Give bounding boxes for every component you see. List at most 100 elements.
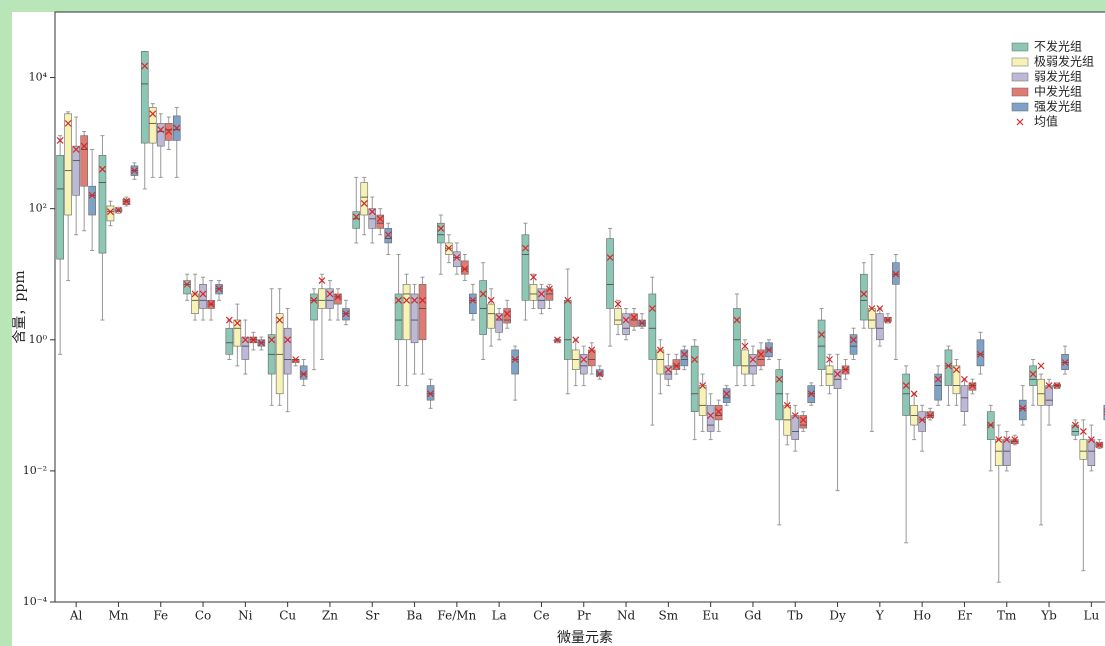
legend-mean-marker (1016, 118, 1024, 126)
mean-marker (453, 254, 461, 261)
box (183, 280, 191, 295)
box (56, 155, 64, 260)
box (976, 339, 985, 367)
mean-marker (953, 366, 960, 374)
box (511, 349, 519, 375)
box (376, 214, 385, 229)
box (521, 234, 530, 301)
mean-marker (926, 412, 934, 419)
x-tick-label: Yb (1040, 609, 1057, 623)
mean-marker (934, 375, 942, 383)
mean-marker (268, 336, 276, 344)
box (960, 385, 969, 412)
mean-marker (1037, 362, 1045, 370)
box (733, 308, 741, 367)
legend-label: 弱发光组 (1034, 69, 1082, 84)
mean-marker (487, 296, 495, 304)
mean-marker (757, 350, 765, 358)
legend-label: 强发光组 (1034, 99, 1082, 114)
legend-label: 不发光组 (1034, 39, 1082, 54)
legend-label: 极弱发光组 (1034, 54, 1094, 69)
box (437, 222, 445, 244)
mean-marker (868, 305, 876, 312)
mean-marker (554, 336, 561, 344)
mean-marker (733, 316, 741, 324)
mean-marker (1003, 436, 1011, 444)
mean-marker (614, 300, 622, 308)
mean-marker (1079, 427, 1087, 435)
x-tick-label: Eu (702, 609, 719, 623)
x-tick-label: Tm (997, 609, 1017, 623)
box (402, 284, 411, 341)
box (757, 349, 765, 367)
box (656, 349, 665, 375)
mean-marker (1019, 404, 1027, 412)
mean-marker (530, 273, 537, 281)
box (902, 373, 910, 416)
x-tick-label: Tb (787, 609, 803, 623)
legend-swatch (1011, 72, 1029, 82)
mean-marker (445, 244, 453, 252)
y-tick-label: 10⁰ (29, 333, 48, 346)
mean-marker (395, 296, 402, 304)
mean-marker (352, 213, 360, 221)
box (860, 273, 868, 321)
mean-marker (191, 290, 199, 298)
x-tick-label: Ce (533, 609, 549, 623)
x-tick-label: Ba (407, 609, 423, 623)
mean-marker (546, 285, 553, 293)
box (225, 327, 234, 355)
x-tick-label: La (492, 609, 507, 623)
mean-marker (403, 296, 410, 304)
mean-marker (588, 346, 596, 354)
y-tick-label: 10⁻⁴ (23, 595, 48, 608)
mean-marker (469, 296, 477, 304)
box (876, 313, 884, 341)
mean-marker (656, 346, 664, 354)
mean-marker (88, 191, 96, 199)
box (360, 182, 369, 216)
box (672, 359, 681, 370)
box (690, 345, 699, 412)
x-tick-label: Cu (279, 609, 296, 623)
box (479, 280, 487, 335)
mean-marker (183, 280, 191, 288)
box (80, 135, 88, 187)
mean-marker (207, 300, 215, 308)
mean-marker (749, 356, 757, 363)
mean-marker (765, 346, 773, 354)
mean-marker (596, 370, 604, 378)
x-tick-label: Fe (153, 609, 168, 623)
mean-marker (818, 331, 825, 339)
x-tick-label: Co (195, 609, 211, 623)
mean-marker (1095, 441, 1103, 449)
x-tick-label: Fe/Mn (437, 609, 476, 623)
mean-marker (572, 336, 580, 344)
box (384, 228, 393, 244)
y-tick-label: 10⁻² (23, 464, 47, 477)
mean-marker (699, 382, 707, 390)
mean-marker (165, 128, 173, 135)
box (595, 369, 604, 377)
x-tick-label: Zn (322, 609, 338, 623)
legend-swatch (1011, 87, 1029, 97)
mean-marker (910, 390, 918, 398)
legend-swatch (1011, 57, 1029, 67)
mean-marker (479, 290, 487, 298)
box (241, 336, 250, 360)
x-tick-label: Er (957, 609, 972, 623)
mean-marker (876, 305, 884, 312)
box (799, 415, 808, 429)
box (714, 405, 723, 421)
box (706, 405, 715, 432)
box (606, 238, 614, 309)
mean-marker (638, 319, 646, 327)
box (352, 211, 361, 229)
mean-marker (241, 336, 249, 344)
mean-marker (419, 296, 426, 304)
mean-marker (284, 336, 292, 344)
box (825, 365, 834, 386)
box (469, 293, 477, 314)
box (299, 365, 308, 380)
box (1029, 365, 1037, 386)
